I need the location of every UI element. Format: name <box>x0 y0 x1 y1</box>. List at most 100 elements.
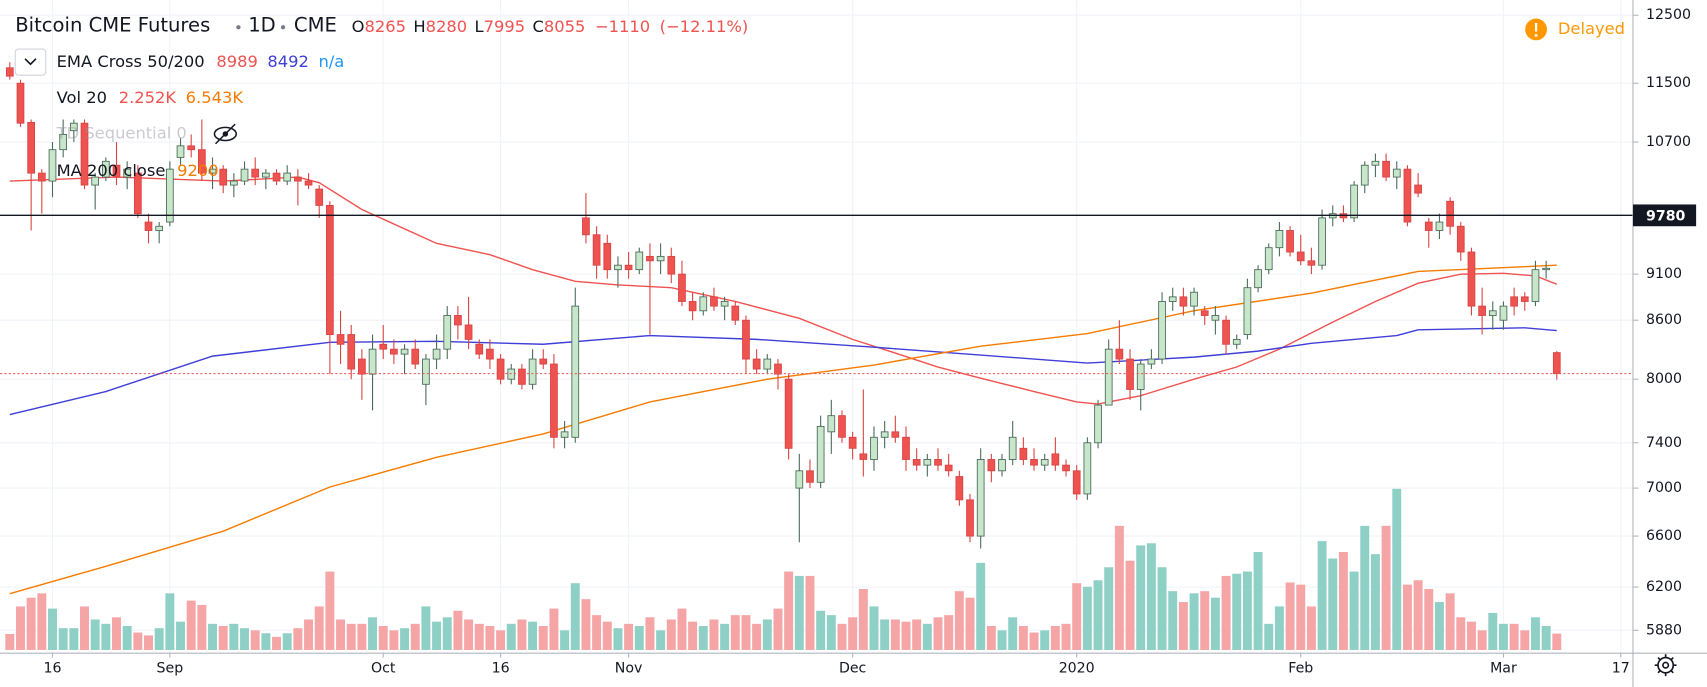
candle-body <box>1211 315 1220 321</box>
candle-body <box>1403 168 1412 223</box>
collapse-button[interactable] <box>14 48 47 76</box>
volume-bar <box>304 619 314 650</box>
candle-body <box>720 301 729 307</box>
candle-body <box>454 315 462 326</box>
candle-body <box>1467 251 1476 307</box>
candle-body <box>1552 352 1561 375</box>
candle-body <box>208 168 217 174</box>
volume-bar <box>720 623 730 650</box>
volume-bar <box>1274 606 1284 650</box>
candle-body <box>59 134 68 151</box>
separator <box>280 25 286 30</box>
y-tick-label: 6200 <box>1646 579 1682 595</box>
volume-bar <box>16 606 25 650</box>
volume-bar <box>1338 551 1348 650</box>
high-value: 8280 <box>426 17 468 36</box>
volume-bar <box>581 599 591 650</box>
candle-body <box>592 234 601 266</box>
price-label-bg <box>1632 204 1697 227</box>
candle-body <box>336 334 345 345</box>
indicator-value: 8989 <box>216 52 258 71</box>
volume-bar <box>261 633 271 650</box>
candle-body <box>69 122 78 132</box>
volume-bar <box>1136 545 1146 650</box>
candle-body <box>870 436 878 460</box>
volume-bar <box>58 628 68 650</box>
candle-body <box>1222 319 1230 345</box>
candle-body <box>155 225 164 231</box>
volume-bar <box>314 606 324 650</box>
indicator-value: n/a <box>318 52 344 71</box>
volume-bar <box>901 621 911 650</box>
candle-body <box>1435 221 1444 231</box>
volume-bar <box>890 619 900 650</box>
candle-body <box>1179 296 1188 307</box>
volume-bar <box>1285 582 1295 650</box>
volume-bar <box>954 591 964 650</box>
indicator-value: 6.543K <box>186 88 245 107</box>
volume-bar <box>1456 617 1466 650</box>
candle-body <box>656 255 665 262</box>
x-tick-label: Feb <box>1288 660 1313 676</box>
candle-body <box>1190 291 1198 307</box>
volume-bar <box>602 621 612 650</box>
volume-bar <box>1306 606 1316 650</box>
candle-body <box>752 358 761 370</box>
candle-body <box>987 459 996 472</box>
candle-body <box>1126 358 1134 390</box>
indicator-legend: MA 200 close 9200 <box>57 160 219 179</box>
volume-bar <box>26 597 36 650</box>
candle-body <box>528 358 537 385</box>
candle-body <box>1488 310 1497 316</box>
volume-bar <box>698 626 708 650</box>
volume-bar <box>144 635 153 650</box>
y-tick-label: 8600 <box>1646 312 1682 328</box>
volume-bar <box>1210 597 1220 650</box>
candle-body <box>1072 470 1081 495</box>
candle-body <box>1264 247 1273 271</box>
candle-body <box>1510 296 1518 307</box>
volume-bar <box>1104 567 1114 650</box>
chevron-icon <box>24 58 37 66</box>
candle-body <box>368 348 377 375</box>
candle-body <box>1254 269 1262 289</box>
candle-body <box>1158 301 1166 360</box>
candle-body <box>923 459 932 466</box>
symbol-title: Bitcoin CME Futures <box>15 14 210 37</box>
candle-body <box>219 168 228 186</box>
candle-body <box>976 459 985 537</box>
settings-icon[interactable] <box>1654 654 1677 677</box>
candle-body <box>891 431 900 438</box>
volume-bar <box>730 615 740 650</box>
volume-bar <box>336 619 346 650</box>
candle-body <box>571 305 580 438</box>
volume-bar <box>1402 584 1412 650</box>
candle-body <box>1286 230 1294 253</box>
volume-bar <box>880 619 890 650</box>
candle-body <box>582 217 590 236</box>
candle-body <box>838 415 846 438</box>
indicator-name-hidden: TD Sequential 0 <box>56 123 187 142</box>
volume-bar <box>122 626 132 650</box>
candle-body <box>187 145 196 151</box>
volume-bar <box>912 619 922 650</box>
volume-bar <box>570 583 580 650</box>
candle-body <box>400 348 409 355</box>
indicator-value: 9200 <box>177 160 219 179</box>
volume-bar <box>933 617 943 650</box>
volume-bar <box>1061 623 1071 650</box>
volume-bar <box>1477 630 1487 650</box>
y-tick-label: 9100 <box>1646 266 1682 282</box>
volume-bar <box>1082 586 1092 650</box>
ohlc-label: L <box>475 17 484 36</box>
volume-bar <box>208 623 218 650</box>
candle-body <box>1115 348 1124 360</box>
y-tick-label: 8000 <box>1646 371 1682 387</box>
candle-body <box>176 145 185 158</box>
ohlc-header: O8265 H8280 L7995 C8055 −1110 (−12.11%) <box>352 17 749 36</box>
volume-bar <box>90 619 100 650</box>
candle-body <box>496 358 505 380</box>
close-value: 8055 <box>544 17 586 36</box>
volume-bar <box>762 619 772 650</box>
